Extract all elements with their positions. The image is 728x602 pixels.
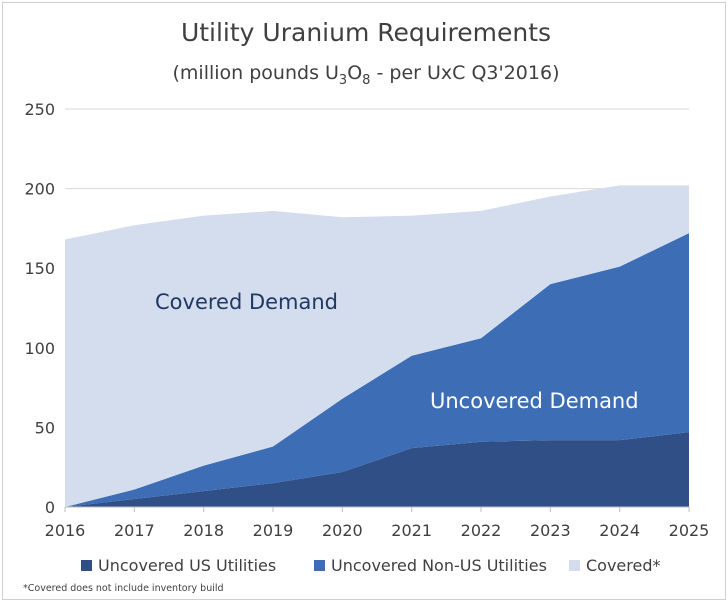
legend-label-3: Covered* bbox=[586, 556, 661, 575]
y-tick-label-150: 150 bbox=[24, 259, 55, 278]
y-tick-label-250: 250 bbox=[24, 100, 55, 119]
legend: Uncovered US Utilities Uncovered Non-US U… bbox=[81, 556, 661, 575]
axes: 0 50 100 150 200 250 2016 2017 2018 2019 2020 2021 2… bbox=[24, 100, 709, 540]
x-tick-label-2022: 2022 bbox=[461, 521, 502, 540]
subtitle-sub-1: 3 bbox=[339, 73, 347, 88]
legend-swatch-2 bbox=[314, 560, 325, 571]
subtitle-part-2: O bbox=[347, 62, 362, 84]
x-tick-label-2019: 2019 bbox=[253, 521, 294, 540]
chart-subtitle: (million pounds U3O8 - per UxC Q3'2016) bbox=[173, 62, 560, 88]
x-tick-label-2021: 2021 bbox=[391, 521, 432, 540]
annotation-covered-demand: Covered Demand bbox=[155, 290, 338, 314]
subtitle-sub-2: 8 bbox=[362, 73, 370, 88]
chart-title: Utility Uranium Requirements bbox=[181, 18, 551, 47]
y-tick-label-100: 100 bbox=[24, 339, 55, 358]
legend-swatch-3 bbox=[569, 560, 580, 571]
x-tick-label-2020: 2020 bbox=[322, 521, 363, 540]
x-tick-label-2018: 2018 bbox=[183, 521, 224, 540]
area-series-1 bbox=[65, 432, 689, 507]
x-tick-label-2024: 2024 bbox=[599, 521, 640, 540]
y-tick-label-50: 50 bbox=[35, 418, 55, 437]
legend-label-2: Uncovered Non-US Utilities bbox=[331, 556, 547, 575]
annotation-uncovered-demand: Uncovered Demand bbox=[430, 389, 639, 413]
legend-label-1: Uncovered US Utilities bbox=[98, 556, 276, 575]
chart-canvas: Utility Uranium Requirements (million po… bbox=[23, 18, 709, 594]
y-tick-label-200: 200 bbox=[24, 180, 55, 199]
x-tick-label-2023: 2023 bbox=[530, 521, 571, 540]
subtitle-part-1: (million pounds U bbox=[173, 62, 339, 84]
area-series-3 bbox=[65, 185, 689, 508]
plot-areas bbox=[65, 185, 689, 508]
legend-swatch-1 bbox=[81, 560, 92, 571]
x-tick-label-2025: 2025 bbox=[669, 521, 710, 540]
x-tick-label-2017: 2017 bbox=[114, 521, 155, 540]
area-series-2 bbox=[65, 233, 689, 507]
subtitle-part-3: - per UxC Q3'2016) bbox=[370, 62, 559, 84]
footnote: *Covered does not include inventory buil… bbox=[23, 583, 224, 594]
x-tick-label-2016: 2016 bbox=[45, 521, 86, 540]
y-tick-label-0: 0 bbox=[45, 498, 55, 517]
